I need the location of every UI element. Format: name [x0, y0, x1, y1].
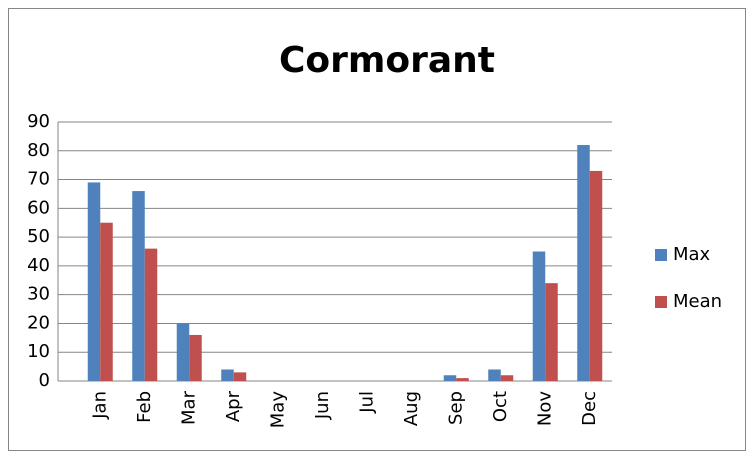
chart-border [8, 8, 746, 451]
y-tick-label: 40 [27, 255, 50, 276]
y-tick-label: 60 [27, 197, 50, 218]
x-tick-label: Oct [490, 391, 511, 422]
bar [100, 222, 113, 381]
x-tick-label: Feb [134, 391, 155, 423]
bar [144, 248, 158, 381]
bar [176, 323, 190, 381]
legend-label: Mean [673, 291, 722, 312]
y-tick-label: 70 [27, 169, 50, 190]
legend-swatch [655, 249, 667, 261]
x-tick-label: Aug [401, 391, 422, 426]
x-tick-label: Dec [579, 391, 600, 426]
y-tick-label: 10 [27, 341, 50, 362]
bar [456, 378, 469, 381]
x-tick-label: Sep [445, 391, 466, 425]
y-tick-label: 30 [27, 284, 50, 305]
x-tick-label: Jul [356, 391, 377, 414]
x-tick-label: Apr [223, 390, 244, 422]
legend-label: Max [673, 244, 711, 265]
bar [233, 372, 247, 381]
bar [132, 191, 145, 381]
x-tick-label: Jan [89, 391, 110, 420]
x-tick-label: Nov [534, 391, 555, 426]
y-tick-label: 90 [27, 111, 50, 132]
legend-swatch [655, 296, 667, 308]
bar [488, 369, 501, 381]
y-tick-label: 0 [39, 370, 50, 391]
x-tick-label: Jun [312, 391, 333, 420]
y-tick-label: 80 [27, 140, 50, 161]
bar [532, 251, 546, 381]
bar [189, 334, 202, 381]
bar [589, 170, 603, 381]
chart-title: Cormorant [279, 40, 495, 81]
bar [87, 182, 101, 381]
bar [443, 375, 457, 381]
bar [545, 283, 558, 381]
bar [577, 145, 590, 381]
y-tick-label: 50 [27, 226, 50, 247]
bar [500, 375, 514, 381]
x-tick-label: Mar [178, 390, 199, 425]
x-tick-label: May [267, 391, 288, 429]
y-tick-label: 20 [27, 312, 50, 333]
bar [221, 369, 234, 381]
